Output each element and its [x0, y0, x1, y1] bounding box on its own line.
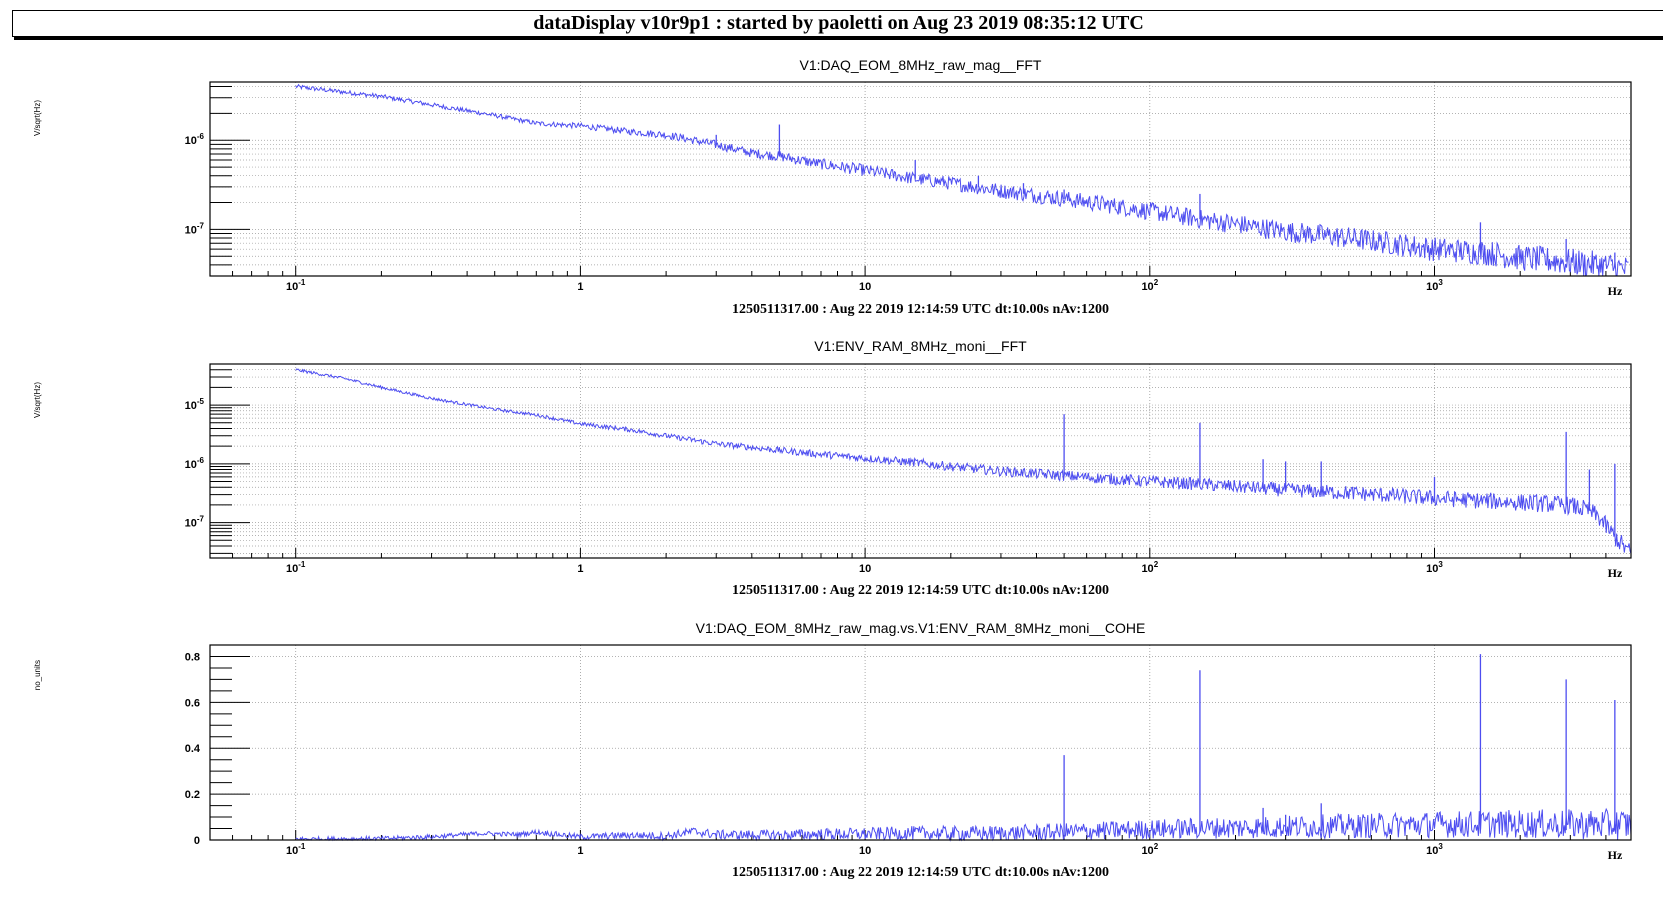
y-tick-label: 0: [194, 835, 200, 847]
grid-lines: [210, 644, 1631, 841]
spectral-peaks: [715, 124, 1616, 268]
spectral-peaks: [1063, 414, 1616, 537]
x-tick-labels: 10-1 1 10 102 103: [286, 842, 1443, 857]
header-banner: dataDisplay v10r9p1 : started by paolett…: [12, 10, 1663, 37]
y-tick-labels: 10-5 10-6 10-7: [185, 397, 205, 530]
chart-panel-1: V1:DAQ_EOM_8MHz_raw_mag__FFT 1250511317.0…: [33, 57, 1632, 317]
chart-title: V1:DAQ_EOM_8MHz_raw_mag__FFT: [800, 57, 1042, 73]
x-tick-label: 1: [577, 845, 583, 857]
y-tick-labels: 0 0.2 0.4 0.6 0.8: [185, 651, 201, 847]
x-tick-label: 102: [1141, 278, 1158, 293]
x-tick-label: 10-1: [286, 842, 306, 857]
chart-panel-3: V1:DAQ_EOM_8MHz_raw_mag.vs.V1:ENV_RAM_8M…: [33, 620, 1632, 880]
x-tick-label: 10: [859, 281, 871, 293]
x-tick-label: 1: [577, 281, 583, 293]
x-tick-label: 10-1: [286, 560, 306, 575]
y-tick-label: 0.6: [185, 697, 200, 709]
chart-subtitle: 1250511317.00 : Aug 22 2019 12:14:59 UTC…: [732, 865, 1109, 880]
y-tick-label: 10-6: [185, 132, 205, 147]
x-tick-labels: 10-1 1 10 102 103: [286, 560, 1443, 575]
x-tick-labels: 10-1 1 10 102 103: [286, 278, 1443, 293]
plot-frame: [209, 81, 1632, 277]
y-axis-label: V/sqrt(Hz): [33, 382, 42, 418]
series-line-1: [295, 83, 1629, 277]
x-axis-unit: Hz: [1608, 284, 1623, 298]
series-trace: [295, 83, 1629, 277]
y-tick-label: 10-7: [185, 221, 205, 236]
x-tick-label: 10-1: [286, 278, 306, 293]
y-tick-labels: 10-6 10-7: [185, 132, 205, 236]
x-tick-label: 102: [1141, 842, 1158, 857]
series-trace: [295, 807, 1632, 842]
y-tick-label: 0.2: [185, 789, 200, 801]
series-line-1: [295, 368, 1632, 554]
x-tick-label: 10: [859, 563, 871, 575]
grid-lines: [210, 363, 1631, 558]
x-axis-unit: Hz: [1608, 566, 1623, 580]
series-trace: [295, 368, 1632, 554]
y-axis-label: no_units: [33, 660, 42, 690]
grid-lines: [210, 82, 1631, 277]
y-tick-label: 0.4: [185, 743, 201, 755]
y-tick-label: 10-5: [185, 397, 205, 412]
x-tick-label: 10: [859, 845, 871, 857]
y-tick-label: 0.8: [185, 651, 200, 663]
x-tick-label: 103: [1426, 278, 1443, 293]
plot-frame: [209, 363, 1632, 559]
chart-title: V1:DAQ_EOM_8MHz_raw_mag.vs.V1:ENV_RAM_8M…: [696, 620, 1146, 636]
chart-panel-2: V1:ENV_RAM_8MHz_moni__FFT 1250511317.00 :…: [33, 338, 1632, 598]
y-tick-label: 10-7: [185, 515, 205, 530]
series-line-1: [295, 807, 1632, 842]
y-axis-label: V/sqrt(Hz): [33, 100, 42, 136]
chart-title: V1:ENV_RAM_8MHz_moni__FFT: [814, 338, 1027, 354]
chart-subtitle: 1250511317.00 : Aug 22 2019 12:14:59 UTC…: [732, 583, 1109, 598]
page-title: dataDisplay v10r9p1 : started by paolett…: [533, 12, 1144, 34]
chart-subtitle: 1250511317.00 : Aug 22 2019 12:14:59 UTC…: [732, 302, 1109, 317]
x-tick-label: 1: [577, 563, 583, 575]
x-axis-unit: Hz: [1608, 848, 1623, 862]
x-tick-label: 103: [1426, 560, 1443, 575]
y-tick-label: 10-6: [185, 456, 205, 471]
plot-frame: [209, 644, 1632, 841]
x-tick-label: 102: [1141, 560, 1158, 575]
x-tick-marks: [209, 548, 1607, 558]
x-tick-marks: [209, 266, 1607, 276]
spectral-peaks: [1063, 654, 1616, 836]
x-tick-label: 103: [1426, 842, 1443, 857]
